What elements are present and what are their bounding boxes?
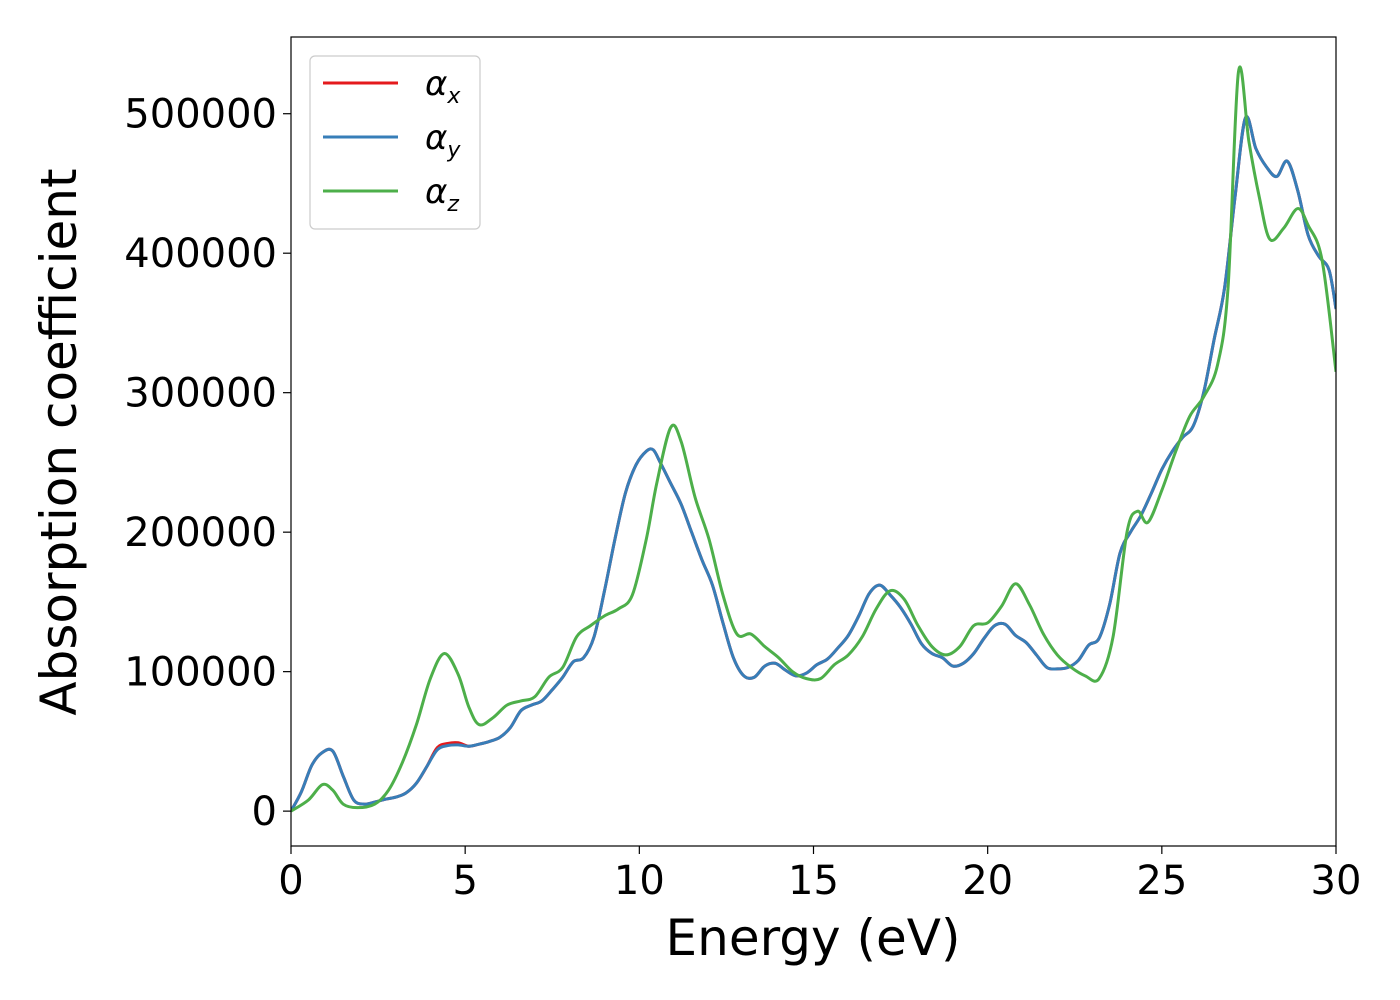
y-tick-label: 400000 bbox=[124, 231, 277, 277]
legend-label-alpha-y: αy bbox=[425, 118, 461, 163]
y-tick-label: 200000 bbox=[124, 510, 277, 556]
x-axis-label: Energy (eV) bbox=[666, 909, 961, 967]
legend-label-alpha-x: αx bbox=[425, 64, 461, 109]
x-tick-label: 0 bbox=[278, 858, 303, 904]
legend-label-alpha-z: αz bbox=[425, 172, 459, 217]
x-tick-label: 25 bbox=[1136, 858, 1187, 904]
y-tick-label: 0 bbox=[252, 789, 277, 835]
y-tick-label: 500000 bbox=[124, 92, 277, 138]
y-tick-label: 300000 bbox=[124, 371, 277, 417]
x-axis: 0 5 10 15 20 25 30 bbox=[278, 846, 1361, 904]
y-axis-label: Absorption coefficient bbox=[30, 168, 88, 715]
series-line-alpha-z bbox=[291, 65, 1336, 813]
x-tick-label: 10 bbox=[614, 858, 665, 904]
series-line-alpha-y bbox=[291, 115, 1336, 812]
x-tick-label: 15 bbox=[788, 858, 839, 904]
legend: αx αy αz bbox=[309, 55, 481, 230]
x-tick-label: 20 bbox=[962, 858, 1013, 904]
x-tick-label: 30 bbox=[1311, 858, 1362, 904]
legend-box bbox=[309, 55, 481, 230]
y-tick-label: 100000 bbox=[124, 650, 277, 696]
y-axis: 0 100000 200000 300000 400000 500000 bbox=[124, 92, 291, 835]
x-tick-label: 5 bbox=[452, 858, 477, 904]
